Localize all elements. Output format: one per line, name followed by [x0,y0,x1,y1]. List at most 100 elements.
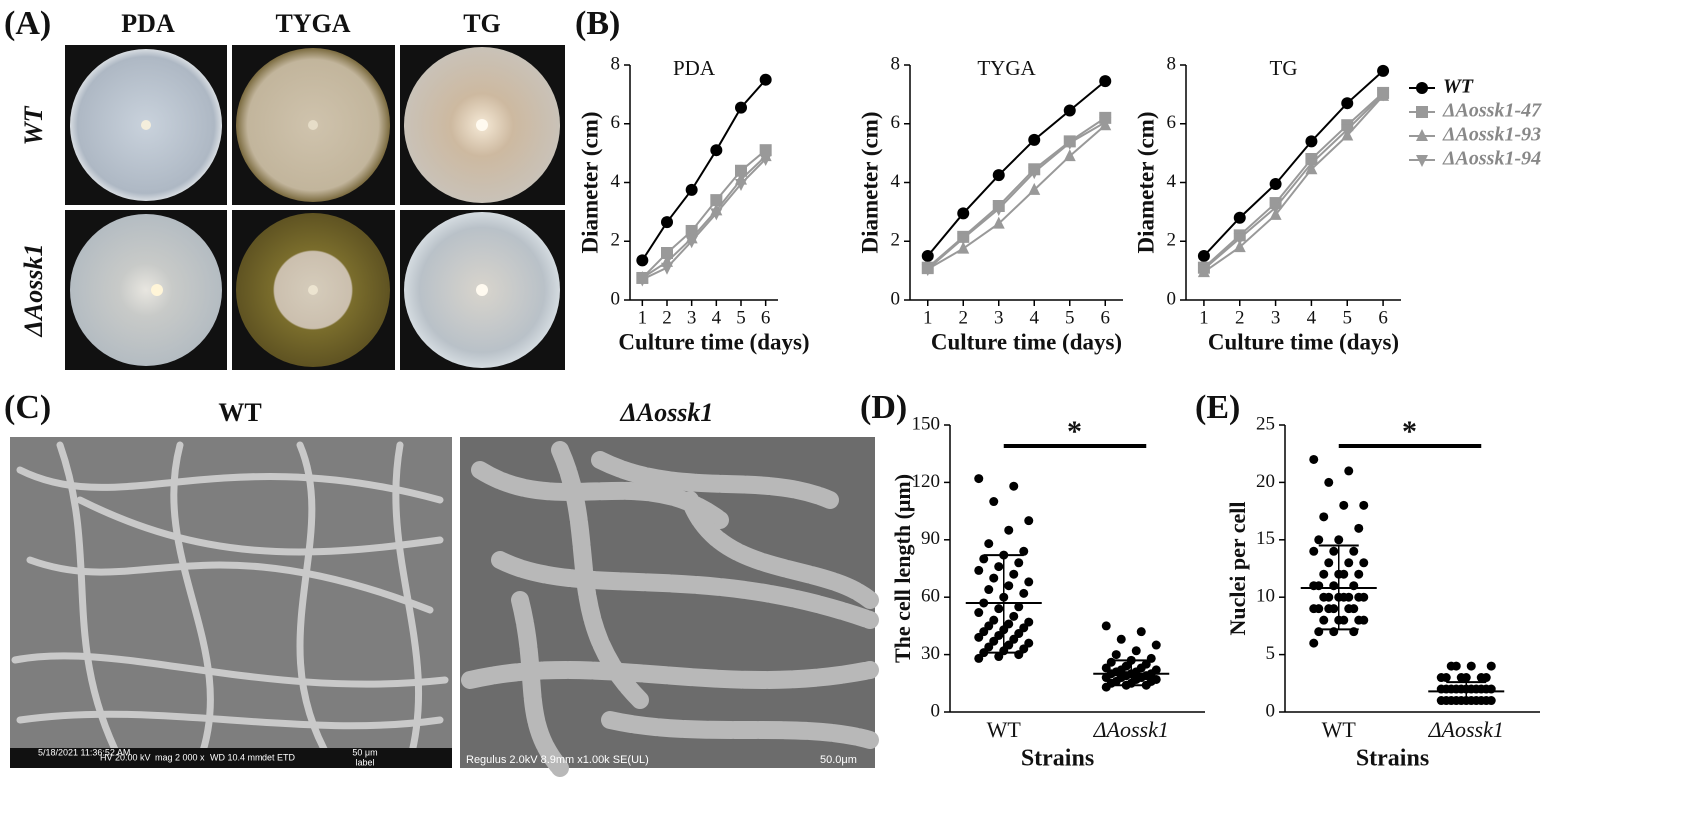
data-point [1359,615,1369,625]
row-label: ΔAossk1 [19,244,48,338]
significance-mark: * [1067,415,1082,448]
marker [1028,133,1041,146]
y-axis-label: Nuclei per cell [1225,502,1250,636]
x-tick-label: 2 [959,307,969,328]
legend-label: ΔAossk1-94 [1442,148,1541,170]
series-line [641,79,767,261]
y-tick-label: 6 [891,112,901,133]
sem-info: Regulus 2.0kV 8.9mm x1.00k SE(UL) [466,754,649,766]
x-tick-label: 6 [761,307,771,328]
x-axis-label: Culture time (days) [1208,329,1399,354]
legend-label: WT [1443,76,1474,98]
marker [661,262,673,275]
chart-title: PDA [673,56,716,80]
y-tick-label: 5 [1266,643,1276,664]
marker [685,236,698,249]
x-tick-label: ΔAossk1 [1428,717,1504,742]
image-title: ΔAossk1 [620,398,714,427]
data-point [1339,615,1349,625]
y-axis-label: Diameter (cm) [857,112,882,254]
data-point [1324,558,1334,568]
x-tick-label: 5 [1065,307,1075,328]
data-point [1019,546,1029,556]
y-tick-label: 0 [891,288,901,309]
row-label: WT [19,105,48,145]
data-point [1309,454,1319,464]
marker [735,178,747,191]
legend-marker [1416,129,1428,141]
x-tick-label: 1 [1199,307,1209,328]
data-point [1014,558,1024,568]
x-axis-label: Culture time (days) [931,329,1122,354]
x-tick-label: 4 [1307,307,1317,328]
data-point [1486,661,1496,671]
panel-c: (C) WT ΔAossk1 5/18/2021 11:36:52 AM HV … [4,389,879,777]
x-tick-label: 6 [1101,307,1111,328]
data-point [1024,516,1034,526]
y-tick-label: 8 [891,53,901,74]
x-tick-label: 2 [1235,307,1245,328]
y-tick-label: 150 [912,413,941,434]
legend-marker [1416,155,1428,167]
marker [685,183,698,196]
data-point [1339,500,1349,510]
data-point [1466,661,1476,671]
chart-title: TG [1270,56,1298,80]
data-point [1461,673,1471,683]
y-axis-label: Diameter (cm) [1133,112,1158,254]
x-tick-label: 5 [1343,307,1353,328]
data-point [1344,466,1354,476]
data-point [1004,619,1014,629]
data-point [1451,661,1461,671]
panel-label: (D) [860,389,907,426]
data-point [1146,653,1156,663]
y-tick-label: 30 [921,643,940,664]
data-point [1004,581,1014,591]
data-point [1009,481,1019,491]
x-tick-label: 4 [1030,307,1040,328]
marker [759,154,772,166]
y-tick-label: 2 [891,230,901,251]
y-tick-label: 8 [1167,53,1177,74]
marker [1063,104,1076,117]
data-point [1009,611,1019,621]
marker [1099,75,1112,88]
data-point [1309,546,1319,556]
y-tick-label: 2 [611,230,621,251]
y-tick-label: 4 [891,171,901,192]
data-point [1131,646,1141,656]
marker [1341,97,1354,110]
marker [1377,64,1390,77]
sem-info: mag 2 000 x [155,752,205,762]
marker [957,207,970,220]
marker [1233,233,1246,246]
data-point [1329,604,1339,614]
marker [992,169,1005,182]
series-line [1203,92,1384,269]
marker [661,247,673,259]
y-tick-label: 60 [921,586,940,607]
significance-mark: * [1402,415,1417,448]
panel-label: (B) [575,5,620,42]
sem-info: label [355,757,374,767]
marker [710,144,723,157]
series-line [927,124,1106,271]
marker [710,194,723,207]
chart-title: TYGA [977,56,1036,80]
y-tick-label: 0 [1266,700,1276,721]
scale-bar-label: 50.0μm [820,754,857,766]
data-point [989,497,999,507]
legend-label: ΔAossk1-47 [1442,100,1542,122]
series-line [926,80,1106,257]
data-point [1004,525,1014,535]
data-point [1024,577,1034,587]
marker [1377,89,1390,102]
marker [1341,124,1354,137]
y-tick-label: 4 [1167,171,1177,192]
marker [1063,137,1076,150]
y-axis-label: Diameter (cm) [577,112,602,254]
data-point [1151,640,1161,650]
data-point [1106,657,1116,667]
marker [1197,264,1210,277]
